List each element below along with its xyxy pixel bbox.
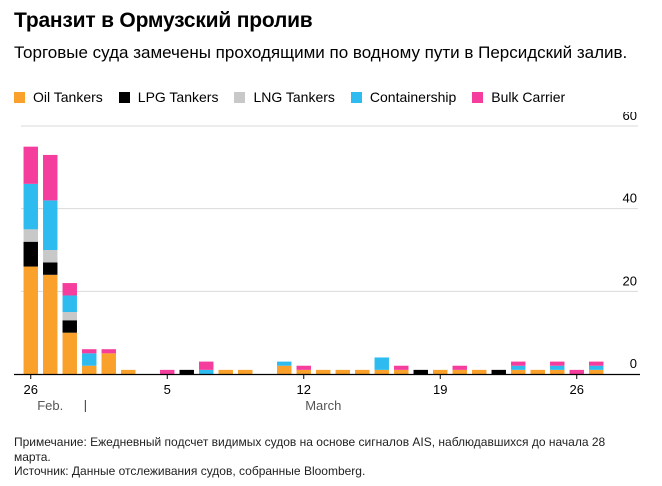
legend-item-lng-tankers: LNG Tankers: [234, 89, 335, 105]
y-tick-label-20: 20: [623, 273, 637, 288]
y-tick-label-0: 0: [630, 356, 637, 371]
bar-oil-tankers-mar-24: [530, 369, 545, 374]
legend-item-bulk-carrier: Bulk Carrier: [472, 89, 565, 105]
bar-containership-mar-1: [82, 353, 97, 366]
bar-oil-tankers-mar-1: [82, 365, 97, 374]
bar-bulk-carrier-mar-26: [569, 369, 584, 374]
bar-oil-tankers-mar-9: [238, 369, 253, 374]
legend-swatch-lpg-tankers: [118, 91, 130, 103]
bar-bulk-carrier-mar-25: [550, 361, 565, 366]
bar-oil-tankers-feb-26: [23, 266, 38, 374]
bar-containership-feb-27: [43, 200, 58, 250]
bar-oil-tankers-mar-19: [433, 369, 448, 374]
bar-bulk-carrier-mar-1: [82, 349, 97, 354]
source-text: Источник: Данные отслеживания судов, соб…: [14, 464, 366, 478]
legend-label-lng-tankers: LNG Tankers: [253, 89, 335, 105]
month-label-feb: Feb.: [37, 398, 63, 413]
bar-containership-mar-25: [550, 365, 565, 370]
bar-oil-tankers-mar-16: [374, 369, 389, 374]
bar-lpg-tankers-mar-18: [413, 369, 428, 374]
bar-lpg-tankers-feb-26: [23, 241, 38, 267]
bar-containership-mar-16: [374, 357, 389, 370]
bar-oil-tankers-mar-15: [355, 369, 370, 374]
bar-oil-tankers-mar-17: [394, 369, 409, 374]
legend-label-lpg-tankers: LPG Tankers: [137, 89, 219, 105]
bar-bulk-carrier-mar-12: [296, 365, 311, 370]
legend-label-containership: Containership: [369, 89, 457, 105]
bar-containership-mar-11: [277, 361, 292, 366]
bar-oil-tankers-mar-20: [452, 369, 467, 374]
note-text: Примечание: Ежедневный подсчет видимых с…: [14, 435, 606, 464]
chart-subtitle: Торговые суда замечены проходящими по во…: [14, 43, 628, 62]
bar-oil-tankers-mar-8: [218, 369, 233, 374]
bar-lpg-tankers-feb-28: [62, 320, 77, 333]
legend-swatch-containership: [350, 91, 362, 103]
bar-bulk-carrier-mar-27: [589, 361, 604, 366]
bar-bulk-carrier-mar-2: [101, 349, 116, 354]
legend-item-containership: Containership: [350, 89, 457, 105]
chart-title: Транзит в Ормузский пролив: [14, 9, 313, 32]
bar-bulk-carrier-mar-5: [160, 369, 175, 374]
bar-bulk-carrier-feb-27: [43, 154, 58, 201]
legend-swatch-lng-tankers: [234, 91, 246, 103]
bar-oil-tankers-mar-12: [296, 369, 311, 374]
legend-label-bulk-carrier: Bulk Carrier: [491, 89, 566, 105]
month-label-march: March: [305, 398, 341, 413]
bar-oil-tankers-mar-2: [101, 353, 116, 374]
bar-containership-mar-23: [511, 365, 526, 370]
bar-lng-tankers-feb-28: [62, 312, 77, 321]
x-tick-label-mar-5: 5: [164, 382, 171, 397]
bar-oil-tankers-feb-27: [43, 274, 58, 374]
bar-containership-mar-7: [199, 369, 214, 374]
x-tick-label-feb-26: 26: [24, 382, 38, 397]
bar-lng-tankers-feb-26: [23, 229, 38, 242]
bar-containership-mar-27: [589, 365, 604, 370]
bar-lng-tankers-feb-27: [43, 250, 58, 263]
bar-bulk-carrier-mar-23: [511, 361, 526, 366]
legend-label-oil-tankers: Oil Tankers: [33, 89, 103, 105]
grid-layer: [21, 125, 638, 292]
bar-oil-tankers-mar-27: [589, 369, 604, 374]
bar-lpg-tankers-mar-22: [491, 369, 506, 374]
x-tick-label-mar-12: 12: [297, 382, 311, 397]
bar-oil-tankers-mar-23: [511, 369, 526, 374]
bar-bulk-carrier-feb-26: [23, 146, 38, 184]
bar-bulk-carrier-mar-20: [452, 365, 467, 370]
legend-item-lpg-tankers: LPG Tankers: [118, 89, 219, 105]
x-tick-label-mar-19: 19: [433, 382, 447, 397]
bars-layer: [23, 146, 604, 374]
y-tick-label-60: 60: [623, 112, 637, 123]
bar-oil-tankers-feb-28: [62, 332, 77, 374]
bar-oil-tankers-mar-3: [121, 369, 136, 374]
bar-oil-tankers-mar-11: [277, 365, 292, 374]
bar-bulk-carrier-mar-17: [394, 365, 409, 370]
bar-bulk-carrier-mar-7: [199, 361, 214, 370]
bar-lpg-tankers-feb-27: [43, 262, 58, 275]
bar-oil-tankers-mar-14: [335, 369, 350, 374]
bar-oil-tankers-mar-25: [550, 369, 565, 374]
bar-containership-feb-26: [23, 183, 38, 230]
bar-containership-feb-28: [62, 295, 77, 312]
bar-oil-tankers-mar-13: [316, 369, 331, 374]
legend-swatch-bulk-carrier: [472, 91, 484, 103]
legend-swatch-oil-tankers: [14, 91, 25, 103]
bar-bulk-carrier-feb-28: [62, 283, 77, 296]
bar-lpg-tankers-mar-6: [179, 369, 194, 374]
legend-item-oil-tankers: Oil Tankers: [14, 89, 103, 105]
notes: Примечание: Ежедневный подсчет видимых с…: [14, 435, 644, 479]
y-tick-label-40: 40: [623, 191, 637, 206]
x-tick-label-mar-26: 26: [570, 382, 584, 397]
legend: Oil Tankers LPG Tankers LNG Tankers Cont…: [14, 89, 565, 105]
bar-oil-tankers-mar-21: [472, 369, 487, 374]
